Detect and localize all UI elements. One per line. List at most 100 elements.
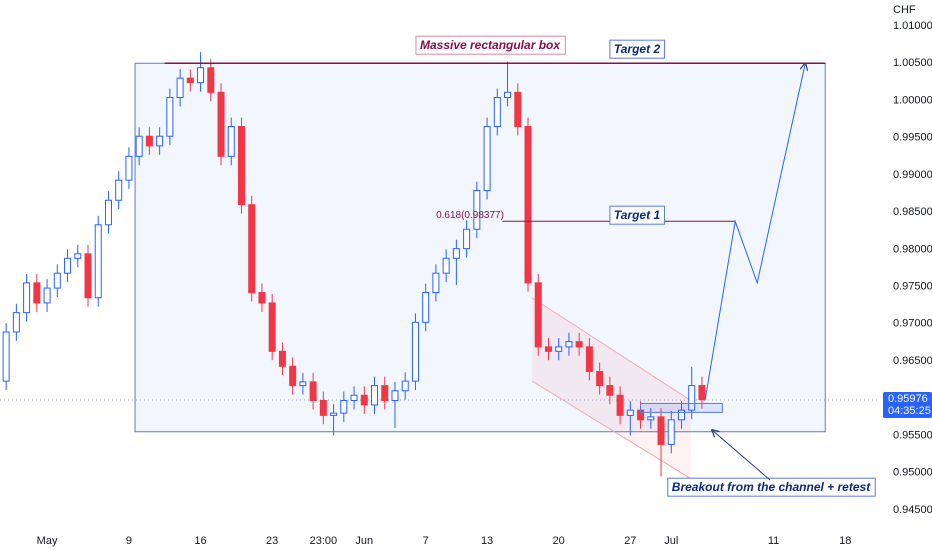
candle-body: [555, 346, 563, 352]
current-price-box: [883, 392, 932, 419]
y-tick-label: 1.00000: [893, 94, 932, 106]
candle-body: [524, 126, 532, 284]
candle-body: [268, 302, 276, 352]
candle-body: [626, 409, 634, 416]
candle-body: [473, 190, 481, 230]
x-tick-label: 9: [126, 535, 132, 547]
candle-body: [237, 126, 245, 206]
candle-body: [371, 385, 379, 406]
x-tick-label: Jul: [664, 535, 678, 547]
candle-body: [145, 135, 153, 147]
breakout-note-box: [667, 477, 876, 497]
candle-body: [299, 381, 307, 387]
x-tick-label: 18: [839, 535, 851, 547]
candle-body: [207, 67, 215, 93]
candle-body: [596, 370, 604, 387]
candle-body: [544, 346, 552, 352]
y-tick-label: 0.95500: [893, 429, 932, 441]
candle-body: [248, 204, 256, 294]
x-tick-label: 27: [624, 535, 636, 547]
x-tick-label: Jun: [355, 535, 373, 547]
target-1-label: Target 1: [614, 208, 661, 222]
candle-body: [534, 282, 542, 348]
target-1-label-box: [609, 205, 665, 225]
candle-body: [197, 67, 205, 84]
y-tick-label: 1.00500: [893, 57, 932, 69]
breakout-arrow: [712, 430, 771, 481]
box-label-box: [415, 35, 566, 55]
candle-body: [176, 77, 184, 99]
retest-zone: [640, 402, 723, 413]
x-tick-label: 13: [481, 535, 493, 547]
candle-body: [84, 253, 92, 299]
candle-body: [677, 409, 685, 421]
candle-body: [33, 282, 41, 304]
candle-body: [411, 321, 419, 382]
candle-body: [319, 399, 327, 416]
candle-body: [227, 126, 235, 157]
box-label: Massive rectangular box: [420, 38, 561, 52]
candle-body: [350, 394, 358, 401]
candle-body: [289, 365, 297, 387]
candle-body: [186, 77, 194, 84]
breakout-note: Breakout from the channel + retest: [672, 480, 871, 494]
y-tick-label: 0.94500: [893, 504, 932, 516]
candle-body: [514, 91, 522, 128]
x-tick-label: May: [37, 535, 58, 547]
candle-body: [422, 292, 430, 323]
candle-body: [452, 248, 460, 259]
candle-body: [125, 155, 133, 181]
y-tick-label: 0.99000: [893, 169, 932, 181]
countdown-label: 04:35:25: [888, 405, 931, 417]
candle-body: [698, 385, 706, 401]
channel-line: [531, 297, 691, 401]
candle-body: [463, 228, 471, 250]
y-tick-label: 0.97000: [893, 318, 932, 330]
candle-body: [23, 282, 31, 314]
y-tick-label: 0.98500: [893, 206, 932, 218]
x-tick-label: 7: [423, 535, 429, 547]
candle-body: [565, 341, 573, 348]
x-tick-label: 23:00: [310, 535, 338, 547]
candle-body: [360, 394, 368, 406]
candle-body: [606, 385, 614, 396]
candle-body: [64, 257, 72, 274]
y-axis-label: CHF: [893, 4, 916, 16]
range-box: [134, 62, 826, 433]
candle-body: [74, 253, 82, 259]
y-tick-label: 0.95000: [893, 467, 932, 479]
candle-body: [657, 416, 665, 445]
candle-body: [309, 381, 317, 401]
projection-path: [704, 63, 805, 401]
candle-body: [104, 199, 112, 226]
candle-body: [442, 257, 450, 274]
candle-body: [115, 179, 123, 201]
fib-level-label: 0.618(0.98377): [436, 210, 504, 221]
x-tick-label: 16: [194, 535, 206, 547]
candle-body: [483, 126, 491, 192]
y-tick-label: 1.01000: [893, 20, 932, 32]
candle-body: [135, 135, 143, 157]
y-tick-label: 0.98000: [893, 243, 932, 255]
candle-body: [53, 272, 61, 289]
candle-body: [688, 385, 696, 411]
candle-body: [156, 135, 164, 147]
candle-body: [2, 331, 10, 382]
y-tick-label: 0.97500: [893, 280, 932, 292]
candle-body: [278, 350, 286, 367]
candle-body: [340, 399, 348, 414]
candle-body: [12, 312, 20, 333]
candle-body: [616, 394, 624, 416]
y-tick-label: 0.99500: [893, 132, 932, 144]
target-2-label-box: [609, 39, 665, 59]
candle-body: [401, 380, 409, 392]
target-2-label: Target 2: [614, 42, 661, 56]
x-tick-label: 23: [266, 535, 278, 547]
channel-line: [531, 380, 691, 480]
candle-body: [493, 97, 501, 128]
y-tick-label: 0.96500: [893, 355, 932, 367]
current-price-label: 0.95976: [888, 393, 928, 405]
x-tick-label: 11: [768, 535, 779, 547]
candle-body: [217, 91, 225, 157]
